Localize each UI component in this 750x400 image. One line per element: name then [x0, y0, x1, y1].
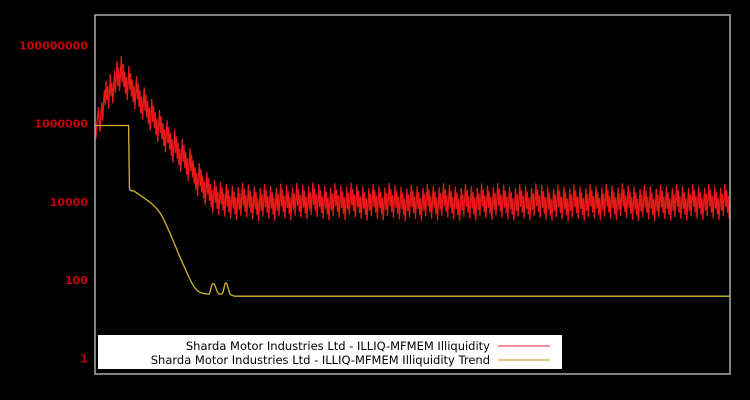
legend-label-0: Sharda Motor Industries Ltd - ILLIQ-MFME… — [186, 339, 490, 353]
y-tick-label-100: 100 — [65, 274, 88, 287]
y-tick-label-1000000: 1000000 — [34, 118, 88, 131]
y-tick-label-1: 1 — [80, 352, 88, 365]
series-line-illiquidity — [94, 55, 731, 222]
plot-frame — [94, 14, 731, 375]
data-series-layer — [94, 55, 731, 297]
y-tick-label-100000000: 100000000 — [19, 39, 88, 52]
y-axis-tick-labels: 1 100 10000 1000000 100000000 — [19, 39, 88, 365]
y-tick-label-10000: 10000 — [50, 196, 89, 209]
series-line-illiquidity-trend — [94, 124, 731, 297]
legend-label-1: Sharda Motor Industries Ltd - ILLIQ-MFME… — [151, 353, 490, 367]
legend-background — [98, 335, 562, 369]
chart-legend[interactable]: Sharda Motor Industries Ltd - ILLIQ-MFME… — [98, 335, 562, 369]
